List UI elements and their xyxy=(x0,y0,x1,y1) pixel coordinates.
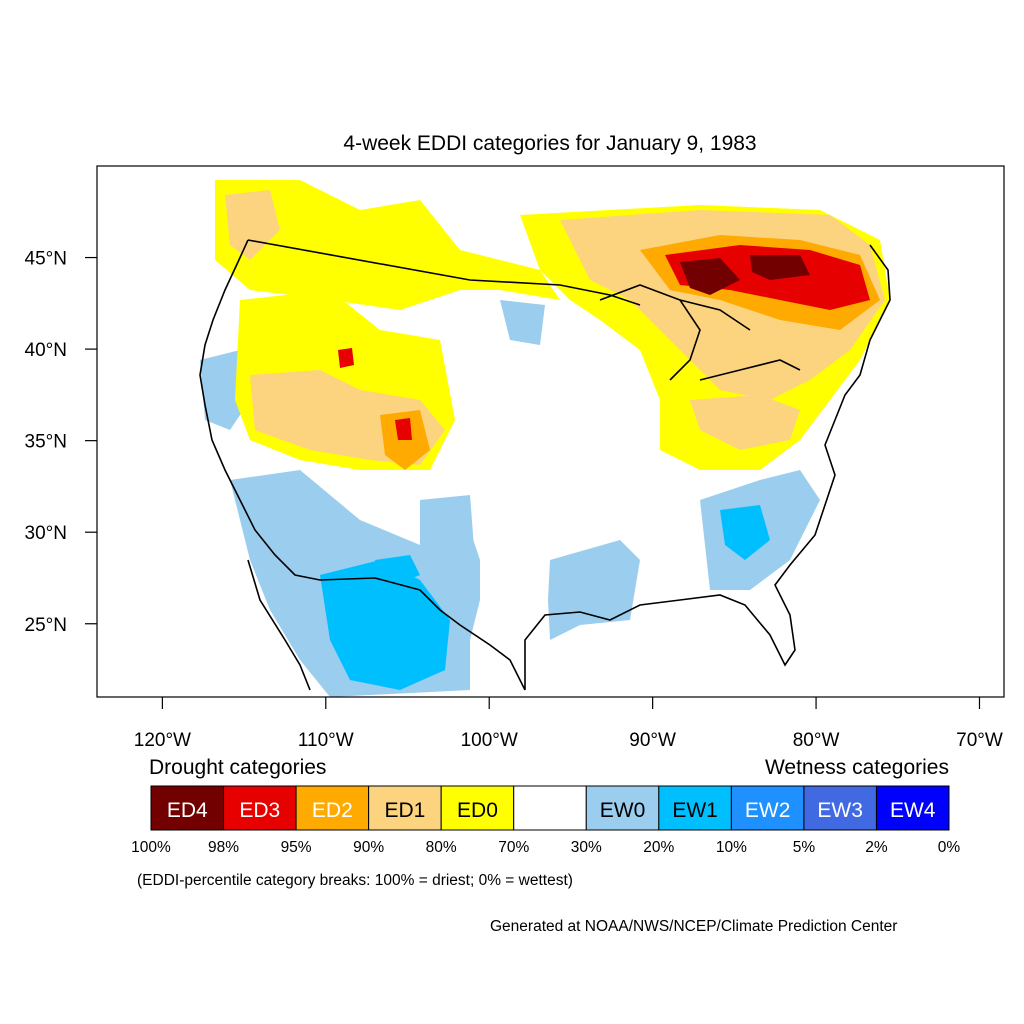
map-title: 4-week EDDI categories for January 9, 19… xyxy=(343,132,757,155)
legend-category-label: EW2 xyxy=(745,799,791,822)
wet-region-nm xyxy=(420,495,475,565)
map-fill-layer xyxy=(200,180,890,697)
category-breaks-note: (EDDI-percentile category breaks: 100% =… xyxy=(137,872,573,889)
baja-california xyxy=(247,559,311,691)
lat-tick-label: 45°N xyxy=(25,249,67,270)
lon-tick-label: 110°W xyxy=(298,730,354,751)
legend-swatch xyxy=(875,785,950,831)
wet-region-georgia xyxy=(720,505,770,560)
dry-region-colorado-ed3 xyxy=(395,418,412,440)
dry-region-ohio xyxy=(690,395,800,450)
legend-swatch xyxy=(513,785,587,831)
map-frame xyxy=(96,165,1005,698)
legend-category-label: EW3 xyxy=(817,799,863,822)
legend-category-label: EW0 xyxy=(600,799,646,822)
legend-category-label: EW4 xyxy=(890,799,936,822)
axes: 45°N 40°N 35°N 30°N 25°N 120°W 110°W 100°W 90°W 8… xyxy=(25,249,1003,751)
lon-tick-label: 80°W xyxy=(793,730,840,751)
lat-tick-label: 30°N xyxy=(25,523,67,544)
lat-tick-label: 25°N xyxy=(25,615,67,636)
legend-break-label: 70% xyxy=(498,839,529,856)
legend-break-label: 5% xyxy=(793,839,816,856)
legend-category-label: ED0 xyxy=(457,799,498,822)
lon-tick-label: 100°W xyxy=(461,730,518,751)
canada-border xyxy=(247,239,641,306)
legend-break-label: 10% xyxy=(716,839,747,856)
legend-category-label: EW1 xyxy=(672,799,718,822)
wet-region-texas-pocket xyxy=(375,555,420,585)
us-outline xyxy=(199,239,891,691)
great-lakes xyxy=(599,284,801,381)
credit-line: Generated at NOAA/NWS/NCEP/Climate Predi… xyxy=(490,918,898,935)
legend-break-label: 90% xyxy=(353,839,384,856)
legend-swatch xyxy=(150,785,225,831)
legend-swatch xyxy=(585,785,660,831)
legend-break-label: 30% xyxy=(571,839,602,856)
category-legend: ED4 ED3 ED2 ED1 ED0 EW0 EW1 EW2 EW3 EW4 100% 98% 95… xyxy=(131,785,961,856)
legend-category-label: ED4 xyxy=(167,799,208,822)
legend-break-label: 100% xyxy=(131,839,171,856)
legend-break-label: 95% xyxy=(281,839,312,856)
lat-tick-label: 35°N xyxy=(25,432,67,453)
legend-break-label: 20% xyxy=(643,839,674,856)
legend-category-label: ED1 xyxy=(384,799,425,822)
legend-swatch xyxy=(368,785,442,831)
drought-categories-heading: Drought categories xyxy=(149,756,327,779)
wet-region-lower-miss xyxy=(548,540,640,640)
lon-tick-label: 70°W xyxy=(956,730,1003,751)
wet-region-mexico-core xyxy=(320,560,450,690)
lon-tick-label: 120°W xyxy=(134,730,191,751)
legend-category-label: ED2 xyxy=(312,799,353,822)
wetness-categories-heading: Wetness categories xyxy=(764,756,949,779)
wet-region-dakotas xyxy=(500,300,545,345)
dry-region-ne-nevada-ed3 xyxy=(338,348,354,368)
legend-swatch xyxy=(803,785,877,831)
wet-region-southwest xyxy=(240,478,330,575)
dry-region-pnw xyxy=(215,180,560,310)
legend-swatch xyxy=(440,785,515,831)
legend-break-label: 0% xyxy=(938,839,961,856)
legend-category-label: ED3 xyxy=(239,799,280,822)
legend-break-label: 80% xyxy=(426,839,457,856)
legend-break-label: 98% xyxy=(208,839,239,856)
legend-swatch xyxy=(295,785,370,831)
lon-tick-label: 90°W xyxy=(629,730,676,751)
legend-break-label: 2% xyxy=(865,839,888,856)
legend-swatch xyxy=(658,785,732,831)
dry-region-northeast-ed4 xyxy=(680,255,810,295)
coastline xyxy=(199,239,891,691)
lat-tick-label: 40°N xyxy=(25,340,67,361)
